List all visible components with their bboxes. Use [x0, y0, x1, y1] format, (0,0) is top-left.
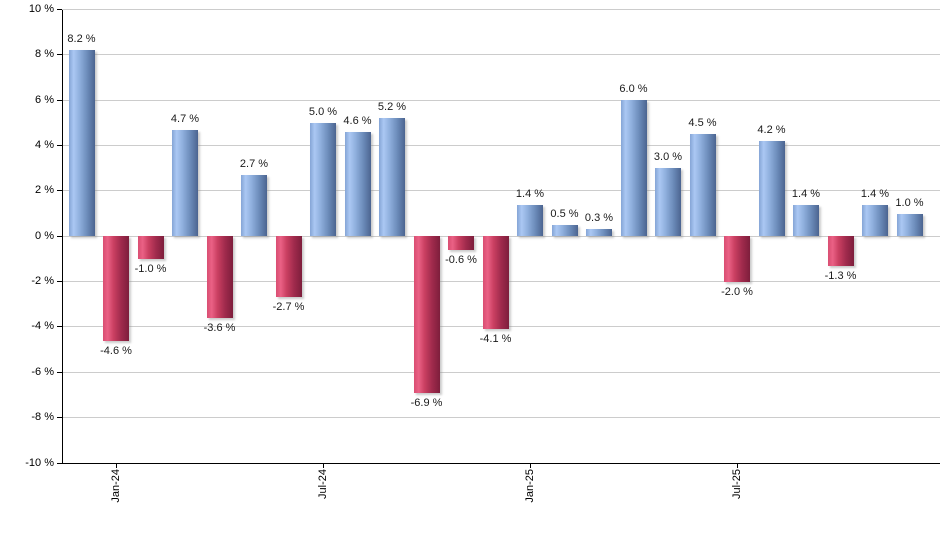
positive-return-bar[interactable]	[310, 122, 336, 237]
negative-return-bar[interactable]	[103, 236, 129, 341]
y-axis-tick	[57, 371, 62, 373]
y-axis-tick	[57, 99, 62, 101]
bar-value-label: 1.4 %	[515, 187, 545, 200]
bar-value-label: 5.2 %	[377, 101, 407, 114]
y-axis-tick	[57, 9, 62, 10]
y-axis-tick-label: 4 %	[35, 139, 54, 152]
bar-value-label: 4.7 %	[170, 112, 200, 125]
y-axis-tick-label: 0 %	[35, 229, 54, 242]
x-axis-tick	[530, 464, 531, 468]
positive-return-bar[interactable]	[551, 224, 578, 237]
x-axis-line	[62, 463, 940, 464]
positive-return-bar[interactable]	[758, 141, 785, 237]
y-axis-tick-label: -10 %	[25, 456, 54, 469]
y-axis-tick-label: -4 %	[31, 320, 54, 333]
x-axis-tick-label: Jan-25	[524, 469, 536, 503]
y-axis-tick	[57, 190, 62, 192]
positive-return-bar[interactable]	[241, 175, 267, 237]
y-axis-tick-label: -8 %	[31, 411, 54, 424]
bar-value-label: -0.6 %	[445, 253, 477, 266]
positive-return-bar[interactable]	[862, 204, 888, 237]
positive-return-bar[interactable]	[586, 229, 612, 237]
positive-return-bar[interactable]	[379, 118, 405, 237]
x-axis-tick-label: Jul-25	[731, 469, 743, 499]
positive-return-bar[interactable]	[793, 204, 819, 237]
positive-return-bar[interactable]	[620, 100, 647, 237]
y-axis-tick	[57, 326, 62, 328]
positive-return-bar[interactable]	[68, 50, 95, 237]
y-axis-tick	[57, 145, 62, 147]
negative-return-bar[interactable]	[724, 236, 750, 282]
positive-return-bar[interactable]	[689, 134, 716, 237]
y-axis-tick-label: 6 %	[35, 93, 54, 106]
bar-value-label: 1.4 %	[791, 187, 821, 200]
x-axis-tick-label: Jul-24	[317, 469, 329, 499]
y-gridline	[62, 371, 940, 373]
positive-return-bar[interactable]	[517, 204, 543, 237]
y-gridline	[62, 54, 940, 56]
bar-value-label: -2.7 %	[272, 301, 305, 314]
y-axis-tick	[57, 281, 62, 283]
y-axis-tick-label: 10 %	[28, 3, 54, 15]
negative-return-bar[interactable]	[206, 236, 233, 318]
y-axis-line	[62, 9, 63, 464]
negative-return-bar[interactable]	[827, 236, 854, 266]
x-axis-tick-label: Jan-24	[110, 469, 122, 503]
y-axis-tick-label: 2 %	[35, 184, 54, 197]
bar-value-label: 0.5 %	[550, 207, 579, 220]
y-gridline	[62, 9, 940, 10]
bar-value-label: 2.7 %	[239, 158, 269, 171]
positive-return-bar[interactable]	[172, 129, 198, 237]
y-axis-tick	[57, 462, 62, 464]
bar-value-label: -3.6 %	[203, 321, 236, 334]
negative-return-bar[interactable]	[413, 236, 440, 393]
x-axis-tick	[737, 464, 738, 468]
y-gridline	[62, 417, 940, 419]
y-gridline	[62, 190, 940, 192]
positive-return-bar[interactable]	[655, 168, 681, 237]
bar-value-label: 0.3 %	[584, 212, 614, 225]
x-axis-tick	[323, 464, 324, 468]
negative-return-bar[interactable]	[448, 236, 474, 250]
bar-value-label: -2.0 %	[721, 285, 753, 298]
y-gridline	[62, 145, 940, 147]
bar-value-label: -4.6 %	[100, 344, 132, 357]
bar-value-label: 4.6 %	[343, 114, 372, 127]
y-gridline	[62, 99, 940, 101]
y-axis-tick	[57, 417, 62, 419]
bar-value-label: 3.0 %	[653, 151, 683, 164]
negative-return-bar[interactable]	[137, 236, 164, 259]
bar-value-label: 1.0 %	[895, 196, 924, 209]
bar-value-label: 8.2 %	[67, 33, 96, 46]
positive-return-bar[interactable]	[896, 213, 923, 237]
y-axis-tick-label: 8 %	[35, 48, 54, 61]
positive-return-bar[interactable]	[344, 131, 371, 237]
bar-value-label: 6.0 %	[619, 83, 648, 96]
y-axis-tick	[57, 235, 62, 237]
y-axis-tick	[57, 54, 62, 56]
bar-value-label: 4.5 %	[688, 117, 717, 130]
bar-value-label: 4.2 %	[757, 124, 786, 136]
bar-value-label: -1.3 %	[824, 269, 857, 282]
negative-return-bar[interactable]	[482, 236, 509, 330]
y-axis-tick-label: -2 %	[31, 275, 54, 288]
y-axis-tick-label: -6 %	[31, 365, 54, 378]
negative-return-bar[interactable]	[275, 236, 302, 298]
bar-value-label: 5.0 %	[308, 105, 338, 118]
bar-value-label: -4.1 %	[479, 333, 512, 346]
x-axis-tick	[116, 464, 117, 468]
bar-value-label: 1.4 %	[860, 187, 890, 200]
bar-value-label: -6.9 %	[410, 396, 443, 409]
bar-value-label: -1.0 %	[134, 262, 167, 275]
